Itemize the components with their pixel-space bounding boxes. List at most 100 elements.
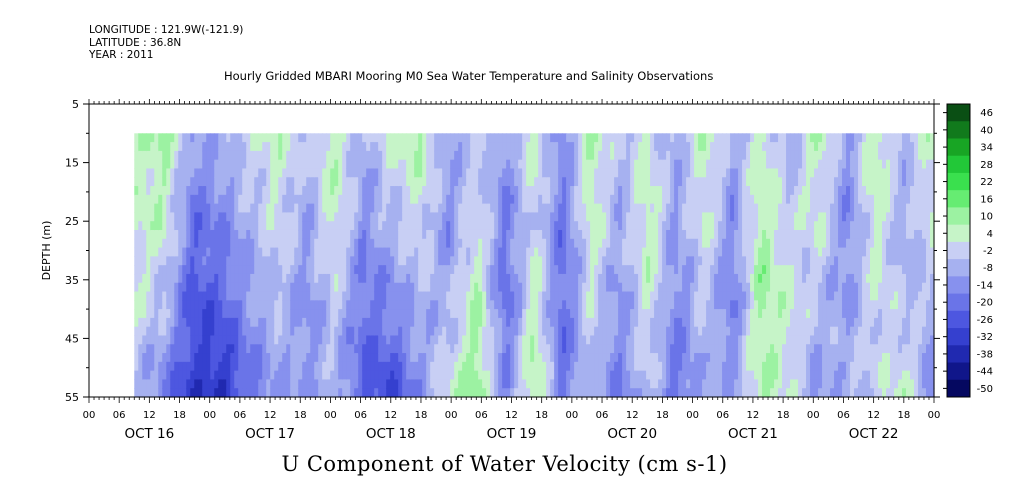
heatmap-cell [514,344,519,354]
heatmap-cell [262,335,267,345]
heatmap-cell [318,379,323,389]
heatmap-cell [190,142,195,152]
heatmap-cell [458,133,463,143]
heatmap-cell [462,317,467,328]
heatmap-cell [166,335,171,345]
heatmap-cell [350,212,355,222]
heatmap-cell [454,159,459,170]
heatmap-cell [446,150,451,161]
heatmap-cell [134,133,139,143]
heatmap-cell [214,361,219,372]
heatmap-cell [778,265,783,275]
heatmap-cell [430,142,435,152]
heatmap-cell [390,379,395,389]
heatmap-cell [606,335,611,345]
heatmap-cell [730,265,735,275]
heatmap-cell [330,238,335,249]
heatmap-cell [214,291,219,301]
heatmap-cell [742,203,747,214]
heatmap-cell [710,194,715,205]
heatmap-cell [398,229,403,240]
heatmap-cell [634,229,639,240]
heatmap-cell [194,300,199,310]
heatmap-cell [570,388,575,398]
heatmap-cell [194,370,199,381]
heatmap-cell [390,229,395,240]
heatmap-cell [698,344,703,354]
heatmap-cell [430,256,435,266]
heatmap-cell [650,300,655,310]
heatmap-cell [782,309,787,319]
heatmap-cell [778,379,783,389]
heatmap-cell [610,142,615,152]
heatmap-cell [618,361,623,372]
heatmap-cell [158,326,163,337]
heatmap-cell [794,344,799,354]
heatmap-cell [230,247,235,257]
heatmap-cell [550,159,555,170]
heatmap-cell [194,388,199,398]
heatmap-cell [538,186,543,196]
heatmap-cell [634,361,639,372]
heatmap-cell [618,300,623,310]
heatmap-cell [178,335,183,345]
heatmap-cell [642,150,647,161]
heatmap-cell [362,379,367,389]
heatmap-cell [574,282,579,293]
heatmap-cell [666,300,671,310]
heatmap-cell [234,326,239,337]
heatmap-cell [322,177,327,187]
heatmap-cell [294,150,299,161]
heatmap-cell [654,361,659,372]
heatmap-cell [518,229,523,240]
heatmap-cell [770,265,775,275]
heatmap-cell [366,150,371,161]
heatmap-cell [174,247,179,257]
heatmap-cell [230,265,235,275]
heatmap-cell [578,229,583,240]
heatmap-cell [670,265,675,275]
heatmap-cell [314,247,319,257]
heatmap-cell [618,238,623,249]
heatmap-cell [166,133,171,143]
heatmap-cell [774,326,779,337]
heatmap-cell [478,326,483,337]
heatmap-cell [286,186,291,196]
heatmap-cell [246,361,251,372]
heatmap-cell [158,379,163,389]
heatmap-cell [510,370,515,381]
heatmap-cell [446,317,451,328]
heatmap-cell [478,256,483,266]
heatmap-cell [674,168,679,178]
heatmap-cell [458,142,463,152]
heatmap-cell [578,203,583,214]
heatmap-cell [266,300,271,310]
heatmap-cell [626,238,631,249]
heatmap-cell [414,238,419,249]
heatmap-cell [658,247,663,257]
heatmap-cell [566,168,571,178]
heatmap-cell [378,379,383,389]
heatmap-cell [282,388,287,398]
heatmap-cell [746,168,751,178]
heatmap-cell [582,203,587,214]
heatmap-cell [478,317,483,328]
heatmap-cell [734,388,739,398]
heatmap-cell [622,265,627,275]
heatmap-cell [414,177,419,187]
heatmap-cell [786,361,791,372]
heatmap-cell [762,212,767,222]
heatmap-cell [654,168,659,178]
heatmap-cell [498,344,503,354]
heatmap-cell [782,361,787,372]
heatmap-cell [618,335,623,345]
heatmap-cell [558,159,563,170]
heatmap-cell [738,212,743,222]
heatmap-cell [398,273,403,284]
heatmap-cell [618,317,623,328]
heatmap-cell [786,273,791,284]
heatmap-cell [742,159,747,170]
heatmap-cell [482,212,487,222]
heatmap-cell [450,221,455,231]
heatmap-cell [606,194,611,205]
